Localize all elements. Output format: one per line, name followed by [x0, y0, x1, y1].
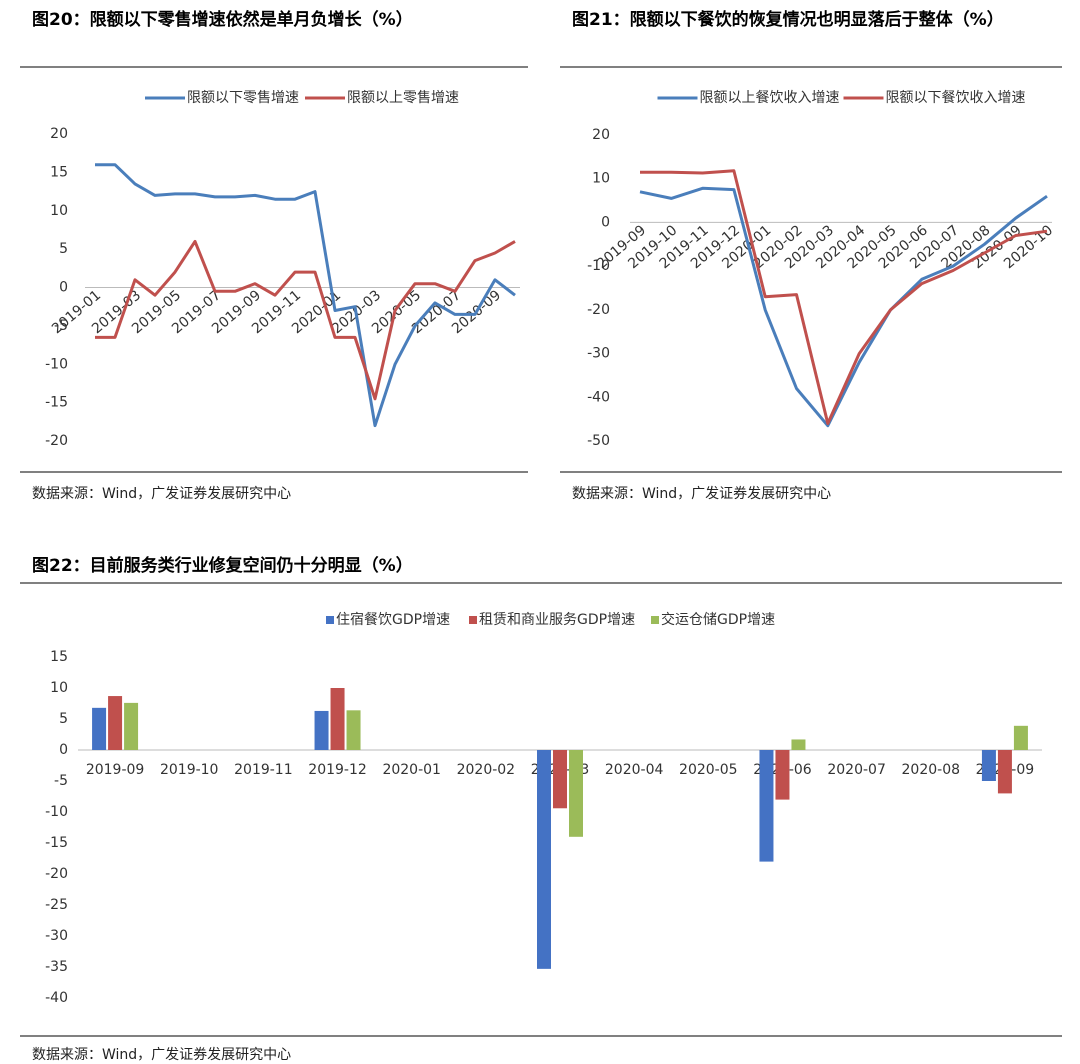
x-tick-label: 2019-10: [160, 762, 219, 778]
legend-swatch: [469, 616, 477, 624]
legend-swatch: [651, 616, 659, 624]
bar: [553, 750, 567, 809]
chart-title: 图21：限额以下餐饮的恢复情况也明显落后于整体（%）: [572, 10, 1004, 30]
legend-label: 限额以上餐饮收入增速: [700, 90, 840, 106]
y-tick-label: -40: [45, 990, 68, 1006]
y-tick-label: 15: [50, 164, 68, 180]
source: 数据来源：Wind，广发证券发展研究中心: [32, 486, 292, 502]
legend-label: 限额以上零售增速: [347, 90, 459, 106]
bar: [997, 750, 1012, 794]
y-tick-label: -25: [45, 897, 68, 913]
source: 数据来源：Wind，广发证券发展研究中心: [32, 1047, 292, 1063]
y-tick-label: -10: [45, 804, 68, 820]
legend-label: 租赁和商业服务GDP增速: [479, 612, 635, 628]
y-tick-label: -10: [587, 258, 610, 274]
legend-label: 限额以下零售增速: [187, 90, 299, 106]
y-tick-label: -30: [45, 928, 68, 944]
y-tick-label: 5: [59, 711, 68, 727]
bar: [108, 696, 123, 750]
x-tick-label: 2020-04: [605, 762, 664, 778]
legend-swatch: [326, 616, 334, 624]
y-tick-label: 10: [50, 680, 68, 696]
y-tick-label: -40: [587, 389, 610, 405]
y-tick-label: -5: [54, 773, 68, 789]
bar: [791, 739, 806, 750]
y-tick-label: -35: [45, 959, 68, 975]
y-tick-label: 20: [592, 127, 610, 143]
y-tick-label: -15: [45, 395, 68, 411]
legend-label: 交运仓储GDP增速: [661, 611, 775, 628]
source: 数据来源：Wind，广发证券发展研究中心: [572, 486, 832, 502]
x-tick-label: 2019-09: [86, 762, 145, 778]
y-tick-label: -20: [45, 433, 68, 449]
x-tick-label: 2020-07: [827, 762, 886, 778]
bar: [330, 688, 345, 750]
y-tick-label: -5: [54, 318, 68, 334]
y-tick-label: 0: [59, 280, 68, 296]
x-tick-label: 2020-08: [902, 762, 961, 778]
bar: [124, 702, 139, 750]
y-tick-label: 0: [601, 214, 610, 230]
y-tick-label: 10: [592, 171, 610, 187]
bar: [759, 750, 774, 862]
chart-title: 图22：目前服务类行业修复空间仍十分明显（%）: [32, 556, 413, 576]
y-tick-label: -15: [45, 835, 68, 851]
y-tick-label: 0: [59, 742, 68, 758]
y-tick-label: 20: [50, 126, 68, 142]
y-tick-label: -30: [587, 346, 610, 362]
y-tick-label: -20: [45, 866, 68, 882]
x-tick-label: 2020-01: [382, 762, 441, 778]
bar: [314, 710, 329, 750]
y-tick-label: -10: [45, 356, 68, 372]
bar: [92, 707, 107, 750]
bar: [775, 750, 790, 800]
x-tick-label: 2020-05: [679, 762, 738, 778]
x-tick-label: 2020-02: [457, 762, 516, 778]
y-tick-label: 5: [59, 241, 68, 257]
x-tick-label: 2019-12: [308, 762, 367, 778]
line-series: [639, 186, 1048, 428]
y-tick-label: 10: [50, 203, 68, 219]
legend-label: 限额以下餐饮收入增速: [886, 90, 1026, 106]
line-series: [95, 163, 516, 428]
line-series: [95, 239, 516, 401]
line-series: [640, 169, 1048, 425]
bar: [537, 750, 551, 969]
bar: [569, 750, 583, 837]
y-tick-label: -50: [587, 433, 610, 449]
y-tick-label: -20: [587, 302, 610, 318]
chart-title: 图20：限额以下零售增速依然是单月负增长（%）: [32, 10, 413, 30]
legend-label: 住宿餐饮GDP增速: [336, 611, 450, 628]
bar: [1013, 725, 1028, 750]
y-tick-label: 15: [50, 649, 68, 665]
bar: [346, 710, 361, 750]
bar: [981, 750, 996, 781]
x-tick-label: 2019-11: [234, 762, 293, 778]
